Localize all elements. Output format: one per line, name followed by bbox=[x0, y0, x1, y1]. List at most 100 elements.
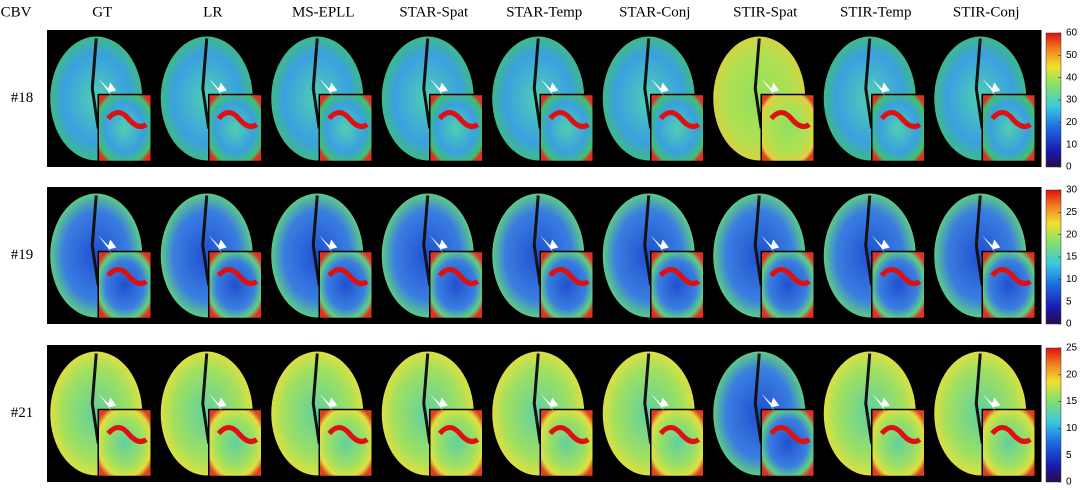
colorbar-tick-label: 30 bbox=[1066, 185, 1078, 196]
midline bbox=[974, 195, 984, 286]
arrow bbox=[98, 78, 117, 97]
image-panel bbox=[271, 36, 373, 163]
lesion bbox=[548, 425, 590, 444]
image-panel bbox=[50, 36, 152, 163]
colorbar-tick-label: 10 bbox=[1066, 423, 1078, 434]
image-panel bbox=[160, 193, 263, 320]
column-header: STIR-Temp bbox=[840, 4, 911, 20]
row-label: #19 bbox=[11, 247, 34, 263]
midline bbox=[422, 353, 432, 444]
midline bbox=[422, 195, 432, 286]
colorbar-tick-label: 0 bbox=[1066, 319, 1072, 330]
colorbar-tick-label: 15 bbox=[1066, 396, 1078, 407]
colorbar-tick-label: 25 bbox=[1066, 343, 1078, 354]
midline bbox=[201, 353, 211, 444]
colorbar-tick-label: 60 bbox=[1066, 28, 1078, 39]
column-header: LR bbox=[203, 4, 222, 20]
lesion bbox=[879, 425, 922, 444]
colorbar-tick-label: 5 bbox=[1066, 296, 1072, 307]
colorbar-tick-label: 50 bbox=[1066, 50, 1078, 61]
colorbar-tick-label: 20 bbox=[1066, 117, 1078, 128]
arrow bbox=[761, 235, 780, 254]
arrow bbox=[319, 235, 338, 254]
image-panel bbox=[713, 193, 815, 320]
lesion bbox=[437, 110, 480, 129]
arrow bbox=[761, 78, 780, 97]
lesion bbox=[769, 267, 811, 286]
image-panel bbox=[271, 351, 373, 478]
lesion bbox=[658, 110, 701, 129]
lesion bbox=[990, 425, 1032, 444]
image-panel bbox=[713, 351, 815, 478]
lesion bbox=[437, 267, 480, 286]
column-header: STAR-Temp bbox=[506, 4, 582, 20]
colorbar-tick-label: 40 bbox=[1066, 72, 1078, 83]
midline bbox=[90, 353, 100, 444]
arrow bbox=[540, 235, 559, 254]
arrow bbox=[540, 78, 559, 97]
image-panel bbox=[602, 36, 705, 163]
lesion bbox=[990, 267, 1032, 286]
colorbar-tick-label: 0 bbox=[1066, 162, 1072, 173]
lesion bbox=[658, 425, 701, 444]
midline bbox=[311, 38, 321, 129]
arrow bbox=[982, 78, 1001, 97]
zoom-inset bbox=[429, 93, 484, 163]
midline bbox=[422, 38, 432, 129]
lesion bbox=[327, 425, 369, 444]
colorbar-tick-label: 20 bbox=[1066, 229, 1078, 240]
colorbar-tick-label: 10 bbox=[1066, 139, 1078, 150]
colorbar-tick-label: 30 bbox=[1066, 95, 1078, 106]
lesion bbox=[106, 425, 148, 444]
arrow bbox=[208, 78, 227, 97]
zoom-inset bbox=[208, 250, 263, 320]
image-panel bbox=[823, 193, 926, 320]
midline bbox=[532, 195, 542, 286]
colorbar-tick-label: 25 bbox=[1066, 207, 1078, 218]
lesion bbox=[658, 267, 701, 286]
image-panel bbox=[934, 193, 1036, 320]
corner-label: CBV bbox=[1, 4, 32, 20]
column-header: MS-EPLL bbox=[292, 4, 355, 20]
midline bbox=[201, 195, 211, 286]
colorbar-tick-label: 5 bbox=[1066, 450, 1072, 461]
colorbar-tick-label: 20 bbox=[1066, 369, 1078, 380]
colorbar bbox=[1045, 347, 1062, 483]
row-label: #18 bbox=[11, 90, 34, 106]
image-panel bbox=[602, 351, 705, 478]
midline bbox=[643, 353, 653, 444]
colorbar-tick-label: 10 bbox=[1066, 274, 1078, 285]
lesion bbox=[216, 267, 259, 286]
column-header: STIR-Spat bbox=[733, 4, 798, 20]
lesion bbox=[769, 110, 811, 129]
midline bbox=[643, 195, 653, 286]
midline bbox=[864, 353, 874, 444]
midline bbox=[864, 38, 874, 129]
image-panel bbox=[823, 36, 926, 163]
column-header: STAR-Spat bbox=[399, 4, 469, 20]
arrow bbox=[98, 235, 117, 254]
arrow bbox=[98, 393, 117, 412]
lesion bbox=[327, 267, 369, 286]
arrow bbox=[650, 235, 669, 254]
lesion bbox=[327, 110, 369, 129]
arrow bbox=[871, 78, 890, 97]
arrow bbox=[429, 393, 448, 412]
image-panel bbox=[381, 36, 484, 163]
arrow bbox=[429, 235, 448, 254]
column-header: STAR-Conj bbox=[619, 4, 690, 20]
midline bbox=[532, 38, 542, 129]
arrow bbox=[871, 393, 890, 412]
arrow bbox=[319, 78, 338, 97]
lesion bbox=[548, 267, 590, 286]
lesion bbox=[879, 267, 922, 286]
midline bbox=[643, 38, 653, 129]
arrow bbox=[208, 235, 227, 254]
arrow bbox=[540, 393, 559, 412]
midline bbox=[201, 38, 211, 129]
midline bbox=[90, 195, 100, 286]
lesion bbox=[769, 425, 811, 444]
arrow bbox=[871, 235, 890, 254]
lesion bbox=[548, 110, 590, 129]
lesion bbox=[879, 110, 922, 129]
